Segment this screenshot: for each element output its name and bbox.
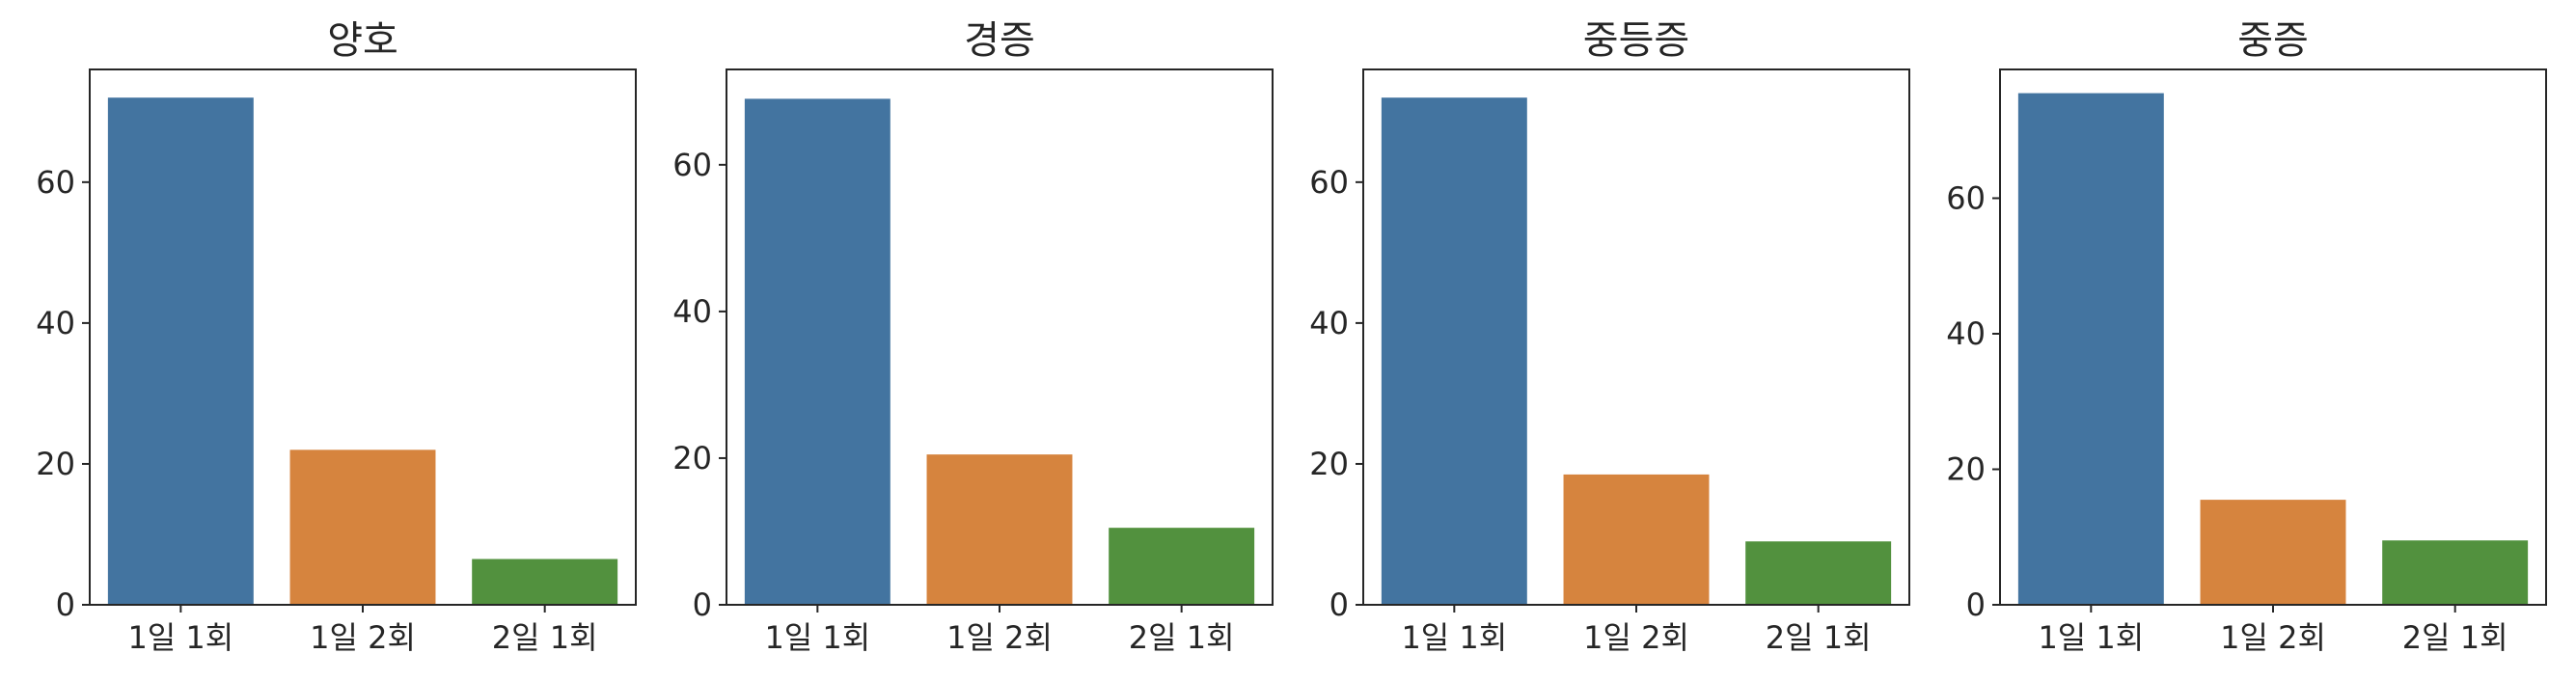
x-tick-label: 1일 1회 (2038, 619, 2144, 656)
bar-3 (1109, 528, 1255, 605)
chart-title: 양호 (327, 18, 398, 63)
y-tick-label: 40 (672, 293, 712, 330)
y-tick-label: 40 (1309, 305, 1349, 341)
chart-title: 경증 (964, 18, 1035, 63)
y-tick-label: 60 (672, 147, 712, 183)
y-tick-label: 60 (36, 164, 75, 201)
y-tick-label: 0 (1966, 586, 1986, 623)
x-tick-label: 2일 1회 (2402, 619, 2508, 656)
y-tick-label: 60 (1309, 164, 1349, 201)
bar-3 (472, 558, 618, 605)
bar-3 (1745, 541, 1892, 605)
x-tick-label: 1일 2회 (310, 619, 416, 656)
x-tick-label: 1일 2회 (2220, 619, 2326, 656)
axes-frame (726, 68, 1274, 606)
panel-moderate: 중등증 1일 1회 1일 2회 2일 1회 0 20 40 60 (1309, 18, 1910, 656)
y-tick-label: 20 (672, 440, 712, 477)
panel-mild: 경증 1일 1회 1일 2회 2일 1회 0 20 40 60 (672, 18, 1274, 656)
bar-2 (1563, 474, 1710, 605)
axes-frame (89, 68, 637, 606)
x-tick-label: 2일 1회 (1766, 619, 1872, 656)
chart-title: 중등증 (1583, 18, 1689, 63)
y-tick-label: 0 (56, 586, 75, 623)
bar-3 (2382, 540, 2529, 605)
y-tick-label: 20 (1946, 450, 1986, 487)
y-tick-label: 40 (36, 305, 75, 341)
y-tick-label: 20 (1309, 446, 1349, 482)
axes-frame (1999, 68, 2547, 606)
x-tick-label: 1일 2회 (946, 619, 1053, 656)
y-tick-label: 40 (1946, 315, 1986, 352)
panel-good: 양호 1일 1회 1일 2회 2일 1회 0 20 40 60 (36, 18, 637, 656)
y-tick-label: 60 (1946, 179, 1986, 216)
x-tick-label: 1일 1회 (1401, 619, 1507, 656)
axes-frame (1362, 68, 1910, 606)
bar-1 (744, 98, 891, 606)
bar-2 (2200, 500, 2346, 605)
bar-1 (1381, 97, 1527, 606)
x-tick-label: 2일 1회 (492, 619, 598, 656)
bar-2 (926, 454, 1073, 605)
panel-severe: 중증 1일 1회 1일 2회 2일 1회 0 20 40 60 (1946, 18, 2547, 656)
x-tick-label: 1일 1회 (127, 619, 233, 656)
x-tick-label: 1일 2회 (1583, 619, 1689, 656)
x-tick-label: 2일 1회 (1129, 619, 1235, 656)
chart-title: 중증 (2237, 18, 2309, 63)
y-tick-label: 20 (36, 446, 75, 482)
x-tick-label: 1일 1회 (764, 619, 870, 656)
bar-1 (2017, 93, 2164, 605)
bar-1 (107, 97, 254, 606)
y-tick-label: 0 (1329, 586, 1349, 623)
bar-2 (289, 449, 436, 605)
y-tick-label: 0 (693, 586, 712, 623)
